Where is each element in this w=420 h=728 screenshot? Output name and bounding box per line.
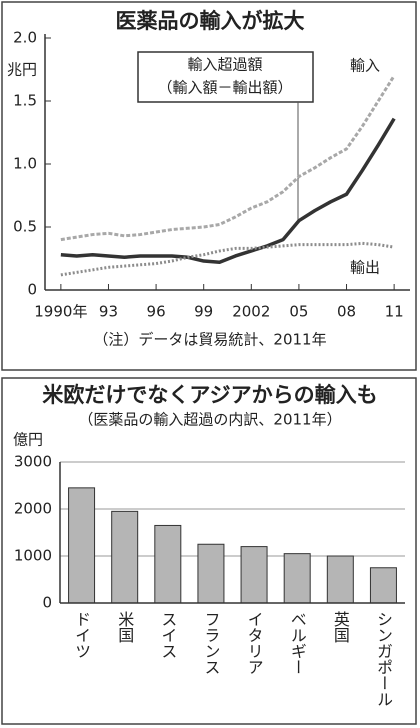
bar (111, 510, 139, 604)
x-tick-label: 08 (337, 303, 356, 321)
bar (326, 555, 354, 604)
panel-frame (1, 1, 417, 371)
x-tick-label: 英国 (331, 611, 350, 643)
x-tick-label: 米国 (115, 611, 134, 643)
x-tick-label: 93 (99, 303, 118, 321)
x-tick-label: シンガポール (374, 611, 393, 707)
y-tick-label: 1000 (14, 547, 52, 565)
x-tick-label: 96 (147, 303, 166, 321)
series-label: 輸入 (350, 57, 380, 75)
y-tick-label: 1.5 (13, 92, 37, 110)
y-tick-label: 0 (42, 594, 52, 612)
x-tick-label: スイス (158, 611, 177, 659)
series-label: 輸入超過額 (187, 56, 262, 74)
chart-title: 医薬品の輸入が拡大 (116, 9, 305, 33)
y-tick-label: 0 (27, 281, 37, 299)
note: （注）データは貿易統計、2011年 (93, 331, 326, 349)
series-line (60, 241, 395, 277)
y-tick-label: 2.0 (13, 29, 37, 47)
y-tick-label: 3000 (14, 453, 52, 471)
annotation: （輸入額－輸出額） (157, 79, 292, 97)
annotation-box (137, 51, 314, 103)
chart-subtitle: （医薬品の輸入超過の内訳、2011年） (78, 411, 341, 429)
y-tick-label: 1.0 (13, 155, 37, 173)
bar (68, 487, 96, 604)
series-line (60, 75, 396, 242)
x-tick-label: 2002 (232, 303, 270, 321)
x-tick-label: 99 (194, 303, 213, 321)
y-tick-label: 0.5 (13, 218, 37, 236)
series-label: 輸出 (350, 259, 380, 277)
panel-frame (1, 377, 417, 725)
bar (283, 553, 311, 604)
bar (369, 567, 397, 604)
series-line (60, 117, 396, 265)
chart-title: 米欧だけでなくアジアからの輸入も (42, 383, 377, 407)
bar (240, 546, 268, 604)
bar (154, 524, 182, 604)
x-tick-label: ドイツ (72, 611, 91, 659)
x-tick-label: 11 (385, 303, 404, 321)
y-unit: 兆円 (7, 61, 37, 79)
x-tick-label: 1990年 (34, 303, 87, 321)
x-tick-label: イタリア (245, 611, 264, 675)
y-tick-label: 2000 (14, 500, 52, 518)
x-tick-label: ベルギー (288, 611, 307, 675)
x-tick-label: 05 (289, 303, 308, 321)
bar (197, 543, 225, 604)
x-tick-label: フランス (201, 611, 220, 675)
y-unit: 億円 (13, 431, 43, 449)
